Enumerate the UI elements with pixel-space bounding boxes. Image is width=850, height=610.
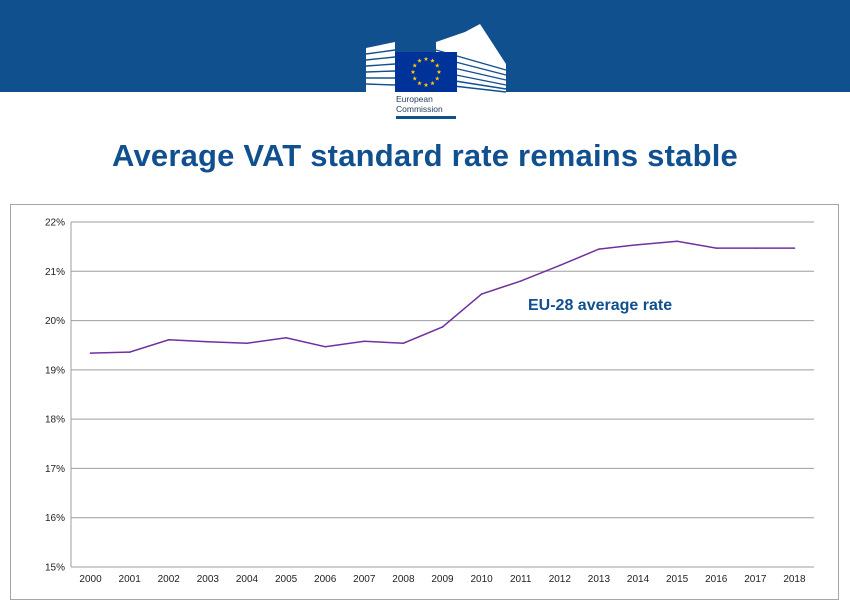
x-tick-label: 2008 [392,574,415,585]
x-tick-label: 2013 [588,574,611,585]
y-tick-label: 21% [45,267,65,278]
data-point [246,342,248,344]
x-tick-label: 2004 [236,574,259,585]
data-point [168,339,170,341]
data-point [207,341,209,343]
logo-wordmark: European Commission [396,94,486,114]
data-point [676,240,678,242]
data-point [637,244,639,246]
x-tick-label: 2009 [431,574,454,585]
data-point [285,337,287,339]
data-point [363,340,365,342]
x-tick-label: 2003 [197,574,220,585]
x-tick-label: 2018 [783,574,806,585]
y-tick-label: 19% [45,365,65,376]
logo-underline [396,116,456,119]
logo-line-european: European [396,94,486,104]
data-point [520,280,522,282]
x-tick-label: 2015 [666,574,689,585]
x-tick-label: 2016 [705,574,728,585]
data-point [715,247,717,249]
line-chart: 15% 16% 17% 18% 19% 20% 21% 22% 2000 2001 2002 200… [11,205,838,599]
page-title: Average VAT standard rate remains stable [0,138,850,174]
y-tick-label: 18% [45,415,65,426]
x-tick-label: 2001 [119,574,142,585]
series-line [91,241,795,353]
data-point [129,351,131,353]
logo-line-commission: Commission [396,104,486,114]
y-tick-label: 17% [45,464,65,475]
chart-frame: 15% 16% 17% 18% 19% 20% 21% 22% 2000 2001 2002 200… [10,204,839,600]
data-point [559,265,561,267]
data-point [324,346,326,348]
x-tick-label: 2002 [158,574,181,585]
x-tick-label: 2005 [275,574,298,585]
x-tick-label: 2014 [627,574,650,585]
x-tick-label: 2006 [314,574,337,585]
y-tick-label: 16% [45,513,65,524]
data-point [481,293,483,295]
x-tick-label: 2012 [549,574,572,585]
data-point [442,326,444,328]
y-tick-label: 15% [45,563,65,574]
x-tick-label: 2011 [510,574,532,585]
series-annotation: EU-28 average rate [528,297,672,314]
data-point [755,247,757,249]
x-tick-label: 2000 [79,574,102,585]
data-point [794,247,796,249]
y-tick-label: 20% [45,316,65,327]
y-tick-label: 22% [45,218,65,229]
data-point [403,342,405,344]
data-point [598,248,600,250]
x-tick-label: 2007 [353,574,376,585]
data-point [90,352,92,354]
x-tick-label: 2010 [470,574,493,585]
x-tick-label: 2017 [744,574,767,585]
